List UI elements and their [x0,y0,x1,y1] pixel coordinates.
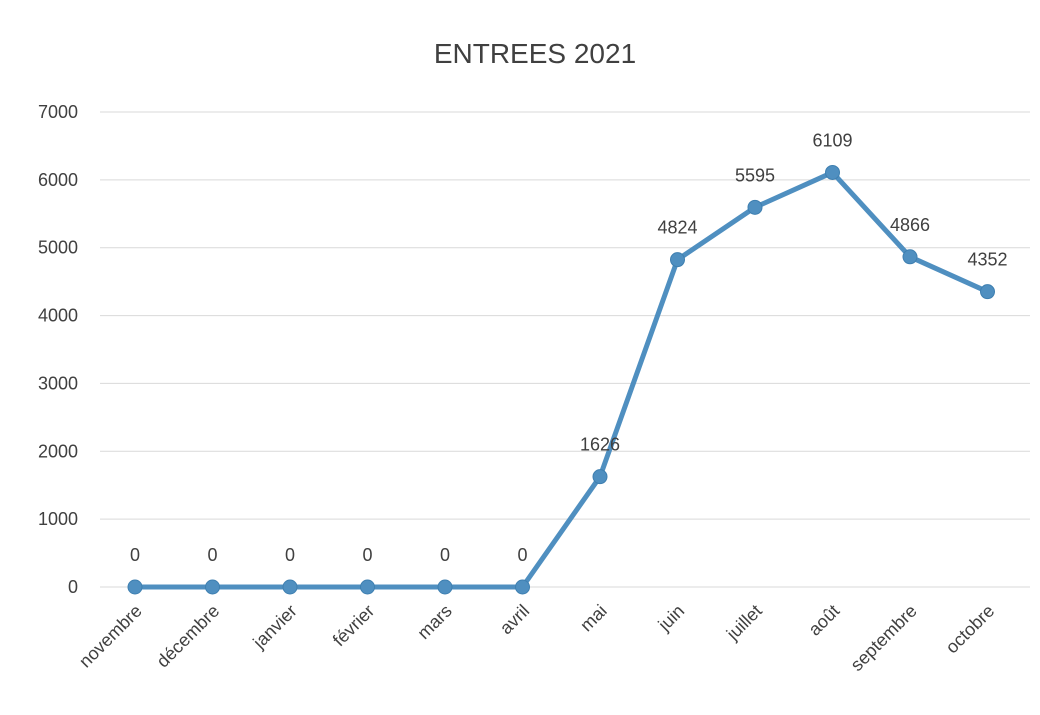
x-tick-label: juillet [722,601,766,645]
x-tick-label: septembre [847,601,921,675]
data-point [980,284,995,300]
data-point [282,579,298,595]
data-label: 6109 [812,130,852,150]
x-tick-label: janvier [248,601,300,653]
x-tick-label: février [329,601,379,651]
x-tick-label: août [804,601,843,640]
data-label: 5595 [735,165,775,185]
y-tick-label: 2000 [38,441,78,461]
data-label: 0 [285,545,295,565]
data-point [127,579,143,595]
x-tick-label: mars [413,601,455,643]
data-label: 4352 [967,250,1007,270]
data-point [205,579,220,595]
y-tick-label: 6000 [38,170,78,190]
data-point [360,579,375,595]
gridlines [100,111,1030,588]
data-labels: 0 0 0 0 0 0 1626 4824 5595 6109 4866 4352 [130,130,1008,565]
y-tick-label: 1000 [38,509,78,529]
data-label: 0 [362,545,372,565]
series-line [132,169,990,590]
y-tick-label: 0 [68,577,78,597]
data-label: 4824 [657,218,697,238]
data-point [515,579,530,595]
chart-title: ENTREES 2021 [433,38,637,69]
series-line-layer [132,169,990,590]
x-tick-label: décembre [153,601,224,672]
y-tick-label: 7000 [38,102,78,122]
data-point [592,469,608,485]
data-label: 0 [440,545,450,565]
data-point [902,249,918,265]
data-label: 0 [517,545,527,565]
y-tick-label: 4000 [38,306,78,326]
y-axis-ticks: 0 1000 2000 3000 4000 5000 6000 7000 [38,102,78,597]
x-axis-ticks: novembre décembre janvier février mars avril m… [75,601,998,675]
data-point [437,579,453,595]
data-point [747,199,763,215]
y-tick-label: 5000 [38,238,78,258]
data-label: 0 [207,545,217,565]
x-tick-label: juin [654,601,689,636]
data-point [670,252,685,268]
markers [127,164,995,595]
data-point [825,164,840,180]
x-tick-label: mai [576,601,611,636]
x-tick-label: octobre [942,601,999,658]
x-tick-label: novembre [75,601,146,672]
x-tick-label: avril [496,601,533,638]
data-label: 4866 [890,215,930,235]
data-label: 1626 [580,435,620,455]
data-label: 0 [130,545,140,565]
y-tick-label: 3000 [38,373,78,393]
